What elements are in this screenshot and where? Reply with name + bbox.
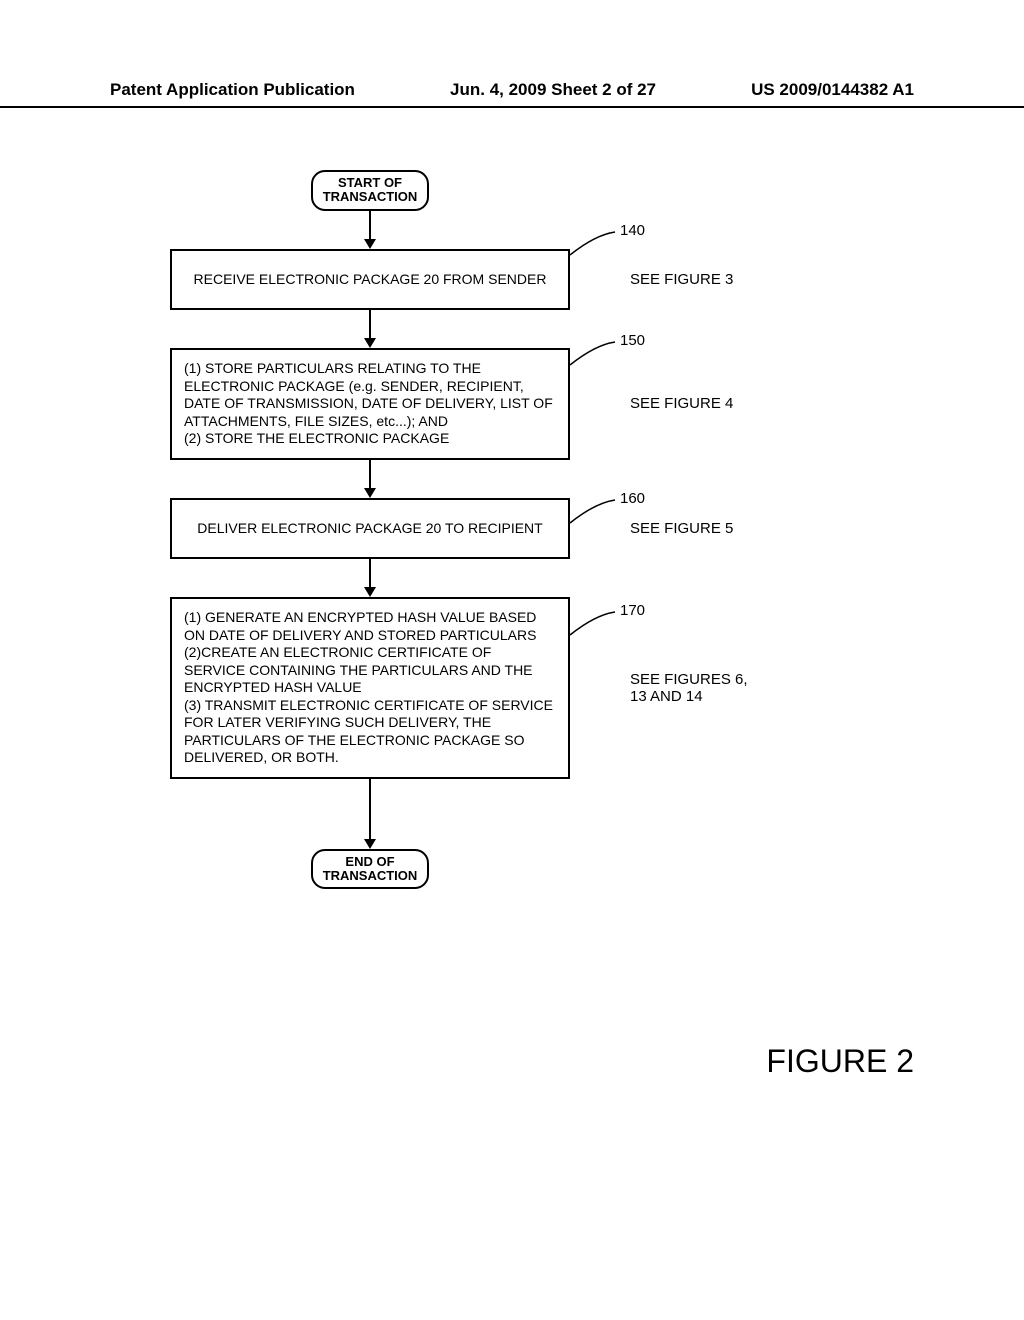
step-170-note: SEE FIGURES 6, 13 AND 14 xyxy=(630,671,748,705)
arrow-icon xyxy=(360,559,380,597)
leader-line-icon xyxy=(570,230,620,260)
arrow-icon xyxy=(360,211,380,249)
arrow-icon xyxy=(360,460,380,498)
step-140-note: SEE FIGURE 3 xyxy=(630,271,733,288)
ref-140: 140 xyxy=(620,222,645,239)
figure-label: FIGURE 2 xyxy=(766,1043,914,1080)
step-170-box: (1) GENERATE AN ENCRYPTED HASH VALUE BAS… xyxy=(170,597,570,779)
step-140-text: RECEIVE ELECTRONIC PACKAGE 20 FROM SENDE… xyxy=(194,271,547,287)
step-140-box: RECEIVE ELECTRONIC PACKAGE 20 FROM SENDE… xyxy=(170,249,570,311)
leader-line-icon xyxy=(570,498,620,528)
header-right: US 2009/0144382 A1 xyxy=(751,80,914,100)
step-160-note: SEE FIGURE 5 xyxy=(630,520,733,537)
arrow-icon xyxy=(360,779,380,849)
header-left: Patent Application Publication xyxy=(110,80,355,100)
step-160-text: DELIVER ELECTRONIC PACKAGE 20 TO RECIPIE… xyxy=(197,520,542,536)
leader-line-icon xyxy=(570,340,620,370)
step-150-note: SEE FIGURE 4 xyxy=(630,395,733,412)
flowchart: START OF TRANSACTION RECEIVE ELECTRONIC … xyxy=(170,170,870,889)
ref-160: 160 xyxy=(620,490,645,507)
header-center: Jun. 4, 2009 Sheet 2 of 27 xyxy=(450,80,656,100)
end-label: END OF TRANSACTION xyxy=(323,854,418,883)
step-160-row: DELIVER ELECTRONIC PACKAGE 20 TO RECIPIE… xyxy=(170,498,870,560)
end-terminal: END OF TRANSACTION xyxy=(311,849,430,890)
step-140-row: RECEIVE ELECTRONIC PACKAGE 20 FROM SENDE… xyxy=(170,249,870,311)
step-150-text: (1) STORE PARTICULARS RELATING TO THE EL… xyxy=(184,360,553,446)
start-terminal: START OF TRANSACTION xyxy=(311,170,430,211)
page-header: Patent Application Publication Jun. 4, 2… xyxy=(0,80,1024,108)
step-170-text: (1) GENERATE AN ENCRYPTED HASH VALUE BAS… xyxy=(184,609,553,765)
step-160-box: DELIVER ELECTRONIC PACKAGE 20 TO RECIPIE… xyxy=(170,498,570,560)
arrow-icon xyxy=(360,310,380,348)
leader-line-icon xyxy=(570,610,620,640)
start-label: START OF TRANSACTION xyxy=(323,175,418,204)
step-170-row: (1) GENERATE AN ENCRYPTED HASH VALUE BAS… xyxy=(170,597,870,779)
ref-150: 150 xyxy=(620,332,645,349)
ref-170: 170 xyxy=(620,602,645,619)
step-150-row: (1) STORE PARTICULARS RELATING TO THE EL… xyxy=(170,348,870,460)
step-150-box: (1) STORE PARTICULARS RELATING TO THE EL… xyxy=(170,348,570,460)
